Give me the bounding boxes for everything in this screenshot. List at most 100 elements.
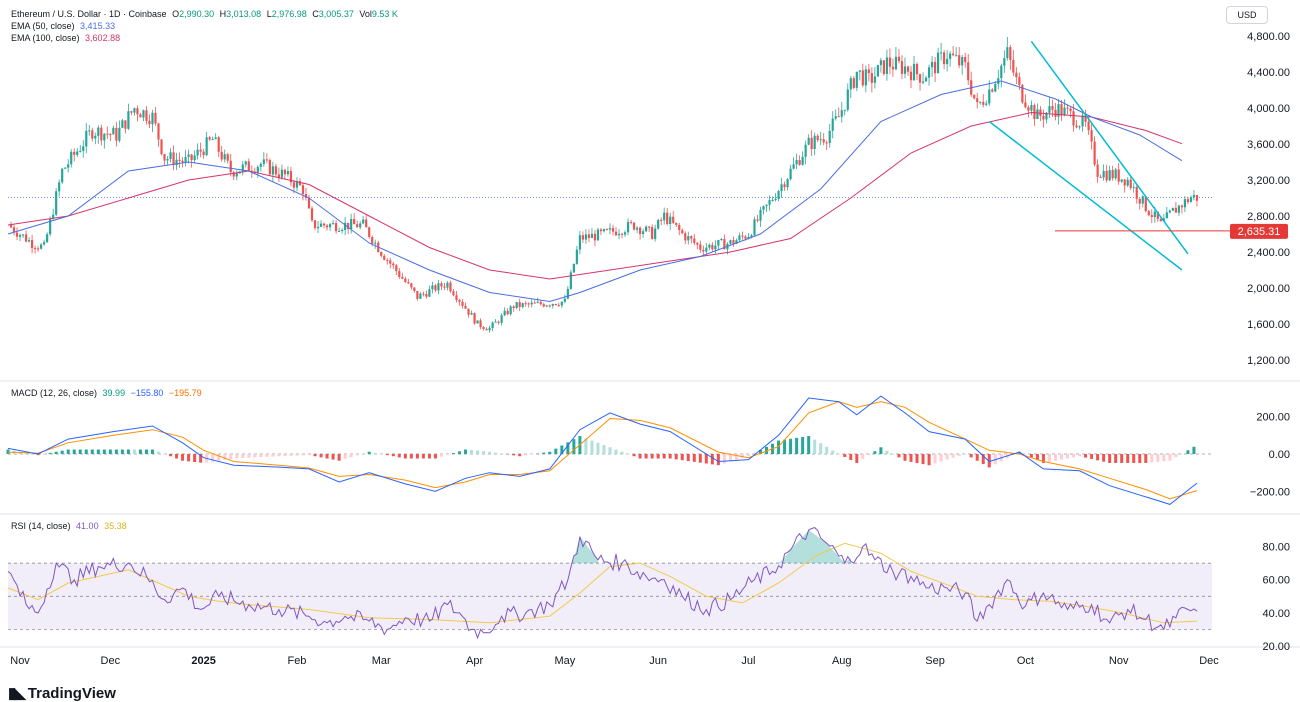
macd-hist-bar [819,443,823,454]
macd-hist-bar [668,454,672,459]
candle-body [452,291,455,296]
candle-body [906,66,910,72]
currency-button[interactable]: USD [1226,6,1268,24]
candle-body [602,229,606,232]
candle-body [1051,106,1054,110]
macd-hist-bar [746,454,750,457]
symbol-legend[interactable]: Ethereum / U.S. Dollar · 1D · Coinbase O… [11,9,398,20]
macd-hist-bar [6,449,10,454]
candle-body [1132,187,1135,189]
time-axis-tick: Dec [1199,655,1219,667]
macd-hist-bar [355,454,359,456]
macd-hist-bar [307,454,311,456]
candle-body [991,89,994,92]
candle-body [428,289,431,297]
candle-body [506,310,509,315]
candle-body [1063,107,1066,116]
candle-body [593,233,597,241]
candle-body [581,235,585,240]
macd-hist-bar [759,449,762,454]
macd-hist-bar [789,438,793,454]
candle-body [560,301,563,306]
candle-body [774,198,777,201]
candle-body [837,116,840,118]
volume-label: Vol [359,9,372,19]
macd-hist-bar [114,449,118,454]
candle-body [344,222,347,231]
candle-body [973,94,976,99]
macd-hist-bar [1174,454,1178,458]
open-label: O [172,9,180,19]
candle-body [777,191,780,199]
candle-body [181,160,184,163]
candle-body [596,229,600,241]
rsi-ma-value: 35.38 [104,521,127,531]
price-axis-tick: 3,200.00 [1247,175,1290,187]
rsi-legend[interactable]: RSI (14, close) 41.00 35.38 [11,521,127,532]
macd-hist-bar [409,454,413,459]
candle-body [1060,104,1063,116]
macd-hist-bar [1162,454,1166,462]
macd-hist-bar [150,449,154,454]
candle-body [359,223,362,228]
rsi-label: RSI (14, close) [11,521,71,531]
candle-body [1192,195,1196,198]
candle-body [557,305,560,307]
candle-body [88,130,91,132]
candle-body [124,120,127,129]
macd-signal-value: −195.79 [168,388,202,398]
candle-body [184,157,187,163]
candle-body [338,231,341,233]
candle-body [178,159,181,161]
macd-hist-bar [849,454,853,460]
macd-hist-bar [1072,454,1076,458]
candle-body [79,150,82,152]
macd-hist-bar [927,454,931,466]
candle-body [921,81,925,83]
macd-hist-bar [1102,454,1106,462]
candle-body [720,239,723,241]
candle-body [693,238,696,243]
candle-body [861,70,864,86]
candle-body [873,76,876,83]
macd-hist-bar [506,454,510,455]
candle-body [1054,109,1057,117]
macd-hist-bar [259,454,263,458]
candle-body [828,130,831,144]
macd-hist-bar [843,454,847,457]
candle-body [708,244,711,248]
macd-hist-bar [855,454,859,463]
candle-body [1012,59,1015,73]
time-axis-tick: 2025 [191,655,215,667]
wedge-lower-line [988,120,1183,271]
macd-legend[interactable]: MACD (12, 26, close) 39.99 −155.80 −195.… [11,388,202,399]
candle-body [566,288,569,299]
candle-body [834,116,837,119]
ema50-legend[interactable]: EMA (50, close) 3,415.33 [11,21,115,32]
candle-body [395,265,398,272]
candle-body [608,228,612,230]
candle-body [256,166,259,173]
candle-body [669,216,672,225]
macd-hist-bar [379,454,383,455]
time-axis-tick: Nov [10,655,30,667]
macd-hist-bar [500,453,504,455]
macd-hist-bar [1150,454,1154,463]
candle-body [307,197,311,209]
rsi-overbought-fill [567,536,598,564]
candle-body [500,315,503,323]
macd-hist-bar [433,454,437,459]
macd-hist-bar [157,451,160,454]
macd-hist-bar [1114,454,1118,463]
macd-hist-bar [1035,454,1039,461]
candle-body [1120,179,1123,182]
candle-body [380,252,383,256]
macd-hist-bar [867,454,871,456]
macd-hist-bar [590,440,594,454]
candle-body [545,305,548,307]
macd-hist-bar [241,454,245,459]
ema100-legend[interactable]: EMA (100, close) 3,602.88 [11,33,120,44]
macd-hist-bar [199,454,203,463]
macd-hist-bar [897,454,901,458]
